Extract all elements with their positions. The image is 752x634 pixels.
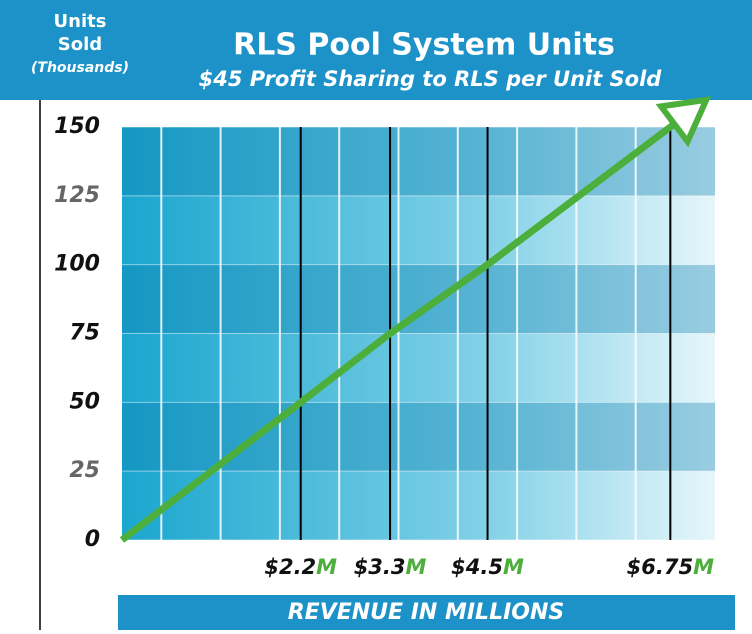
y-tick-label: 25 [69,458,100,483]
band [122,264,715,334]
y-axis-label: Units [54,11,107,32]
data-line [119,124,673,543]
y-tick-label: 75 [69,321,100,346]
header-bar [0,0,752,100]
y-tick-label: 125 [54,183,100,208]
y-tick-label: 50 [69,389,100,414]
arrow-stem [668,121,677,130]
x-tick-label: $2.2M [264,555,337,579]
y-tick-label: 100 [54,252,100,277]
x-tick-unit: M [316,555,337,579]
x-tick-value: $4.5 [451,555,503,579]
x-tick-value: $2.2 [264,555,316,579]
chart-subtitle: $45 Profit Sharing to RLS per Unit Sold [199,67,663,91]
x-tick-label: $6.75M [627,555,714,579]
x-tick-value: $3.3 [354,555,406,579]
x-tick-unit: M [406,555,427,579]
x-tick-label: $3.3M [354,555,427,579]
y-axis-label: (Thousands) [31,60,129,76]
x-tick-label: $4.5M [451,555,524,579]
x-tick-unit: M [693,555,714,579]
x-tick-unit: M [503,555,524,579]
y-tick-label: 0 [85,527,100,552]
x-tick-value: $6.75 [627,555,693,579]
x-label-box [118,595,735,630]
chart-title: RLS Pool System Units [233,28,615,63]
plot-area [122,126,715,541]
arrow-head [655,96,712,148]
y-tick-label: 150 [54,114,100,139]
band [122,402,715,472]
y-axis-label: Sold [58,34,102,55]
x-axis-label: REVENUE IN MILLIONS [288,600,565,625]
